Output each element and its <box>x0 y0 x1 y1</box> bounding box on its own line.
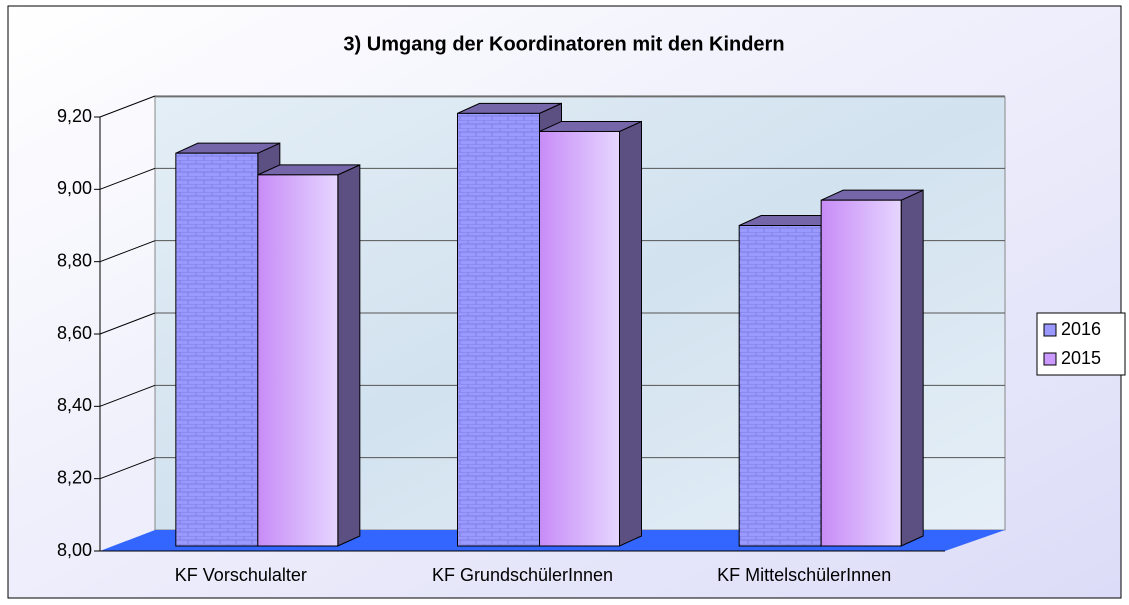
y-tick-label: 8,80 <box>57 250 92 270</box>
chart-title: 3) Umgang der Koordinatoren mit den Kind… <box>343 33 784 55</box>
grid-line-side <box>99 457 156 480</box>
bar <box>457 112 540 547</box>
legend-label: 2016 <box>1061 319 1101 339</box>
y-tick-label: 9,20 <box>57 106 92 126</box>
grid-line-side <box>99 240 156 263</box>
x-tick-label: KF MittelschülerInnen <box>717 565 891 585</box>
bar-side <box>337 164 361 547</box>
legend-swatch <box>1043 352 1057 366</box>
legend-swatch <box>1043 323 1057 337</box>
y-tick-label: 8,60 <box>57 323 92 343</box>
y-tick-label: 9,00 <box>57 178 92 198</box>
x-tick-label: KF GrundschülerInnen <box>432 565 613 585</box>
legend-label: 2015 <box>1061 348 1101 368</box>
grid-line-side <box>99 167 156 190</box>
y-tick-label: 8,40 <box>57 395 92 415</box>
bar <box>257 174 339 547</box>
bar <box>738 225 822 547</box>
bar <box>539 130 620 547</box>
y-tick-label: 8,20 <box>57 467 92 487</box>
grid-line-side <box>99 312 156 335</box>
bar <box>820 199 902 547</box>
bar-side <box>619 120 642 547</box>
x-tick-label: KF Vorschulalter <box>175 565 307 585</box>
grid-line-side <box>99 384 156 407</box>
grid-line-side <box>99 95 156 118</box>
y-tick-label: 8,00 <box>57 540 92 560</box>
bar-side <box>900 189 924 547</box>
bar <box>175 152 259 547</box>
